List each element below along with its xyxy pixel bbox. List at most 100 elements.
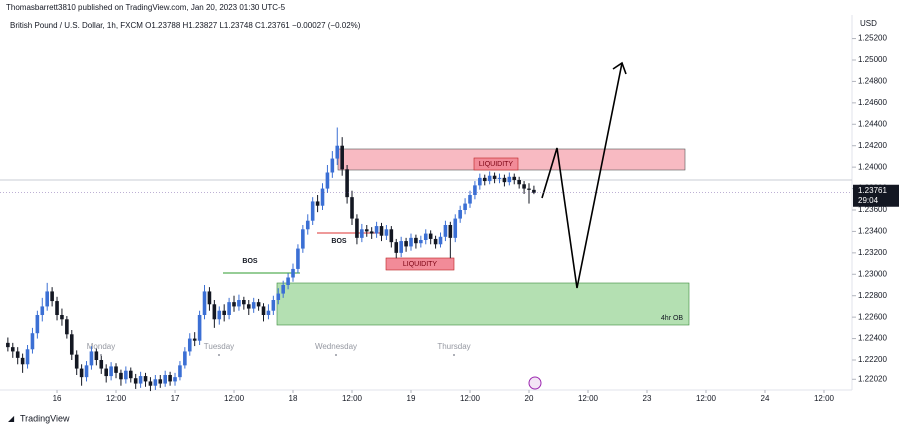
candle-body [389,229,394,243]
x-tick-label: 19 [407,394,416,403]
candle-body [173,377,177,382]
y-tick-label: 1.24000 [858,162,887,171]
candle-body [463,203,467,210]
candle-body [330,158,335,173]
candle-body [482,177,487,182]
y-tick-label: 1.25200 [858,34,887,43]
candle-body [379,226,384,236]
candle-body [409,237,413,247]
candle-body [315,201,320,206]
candle-body [261,306,266,315]
candle-body [10,347,15,352]
candle-body [305,220,310,230]
candle-body [374,226,379,234]
candle-body [350,197,354,219]
candle-body [133,378,138,384]
candle-body [89,351,94,366]
session-label: Thursday [437,342,470,351]
candle-body [320,188,325,206]
candle-body [114,366,118,373]
session-label: Tuesday [204,342,234,351]
candle-body [487,175,492,182]
candle-body [512,176,517,180]
candle-body [69,334,74,355]
candle-body [207,291,212,305]
candle-body [242,300,246,305]
candle-body [232,302,236,307]
candle-body [419,240,423,244]
candle-body [35,315,40,334]
session-dot [100,354,102,356]
candle-body [237,300,241,307]
x-tick-label: 24 [761,394,770,403]
candle-body [45,291,49,307]
x-tick-label: 12:00 [578,394,599,403]
session-dot [218,354,220,356]
candle-body [197,315,202,341]
y-tick-label: 1.22200 [858,355,887,364]
candle-body [30,333,35,350]
bos-label: BOS [242,258,258,265]
candles [6,127,536,392]
candle-body [183,351,187,366]
projection-arrow [541,62,623,289]
liquidity-box [473,157,519,171]
y-tick-label: 1.24600 [858,98,887,107]
candle-body [217,310,222,320]
candle-body [168,375,172,382]
candle-body [473,185,477,195]
candle-body [227,302,231,315]
candle-body [246,304,251,309]
candle-body [453,218,458,238]
arrow-head [612,61,627,75]
countdown-label: 29:04 [858,196,879,205]
candle-body [286,277,290,285]
candle-body [20,357,25,365]
candle-body [60,315,64,320]
session-dot [335,354,337,356]
candle-body [192,338,197,341]
candle-body [404,241,408,247]
candle-body [532,189,536,193]
y-tick-label: 1.24200 [858,141,887,150]
candle-body [202,291,207,315]
candle-body [138,376,143,384]
candle-body [468,195,472,204]
candle-body [109,366,113,377]
candle-body [522,184,526,189]
order-block-label: 4hr OB [661,315,684,322]
candle-body [428,233,433,239]
candle-body [399,241,403,253]
candle-body [79,368,84,378]
candle-body [128,370,133,379]
candle-body [148,381,153,386]
candle-body [74,354,79,369]
y-tick-label: 1.23200 [858,248,887,257]
candle-body [507,176,512,183]
candle-body [355,218,359,238]
candle-body [291,268,295,278]
y-tick-label: 1.24800 [858,77,887,86]
session-label: Wednesday [315,342,357,351]
candle-body [158,379,163,384]
liquidity-box [385,257,455,271]
x-tick-label: 12:00 [342,394,363,403]
candle-body [187,338,192,352]
candle-body [335,145,340,159]
x-tick-label: 23 [643,394,652,403]
candle-body [527,188,531,190]
symbol-line: British Pound / U.S. Dollar, 1h, FXCM O1… [10,21,361,30]
candle-body [276,293,281,300]
candle-body [25,349,30,365]
candle-body [281,285,285,294]
candle-body [394,242,399,253]
session-label: Monday [87,342,115,351]
brand-icon: ◢ [8,414,15,423]
event-icon[interactable] [528,376,542,390]
x-tick-label: 12:00 [814,394,835,403]
candle-body [84,365,89,378]
candle-body [458,210,462,219]
candle-body [94,351,99,360]
